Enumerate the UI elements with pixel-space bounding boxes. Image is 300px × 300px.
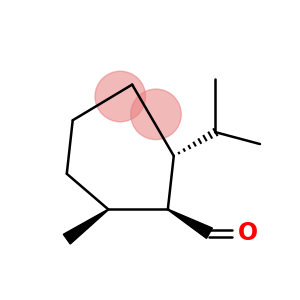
Text: O: O — [238, 221, 258, 245]
Circle shape — [131, 89, 181, 140]
Polygon shape — [63, 209, 109, 244]
Polygon shape — [168, 209, 212, 239]
Circle shape — [95, 71, 146, 122]
